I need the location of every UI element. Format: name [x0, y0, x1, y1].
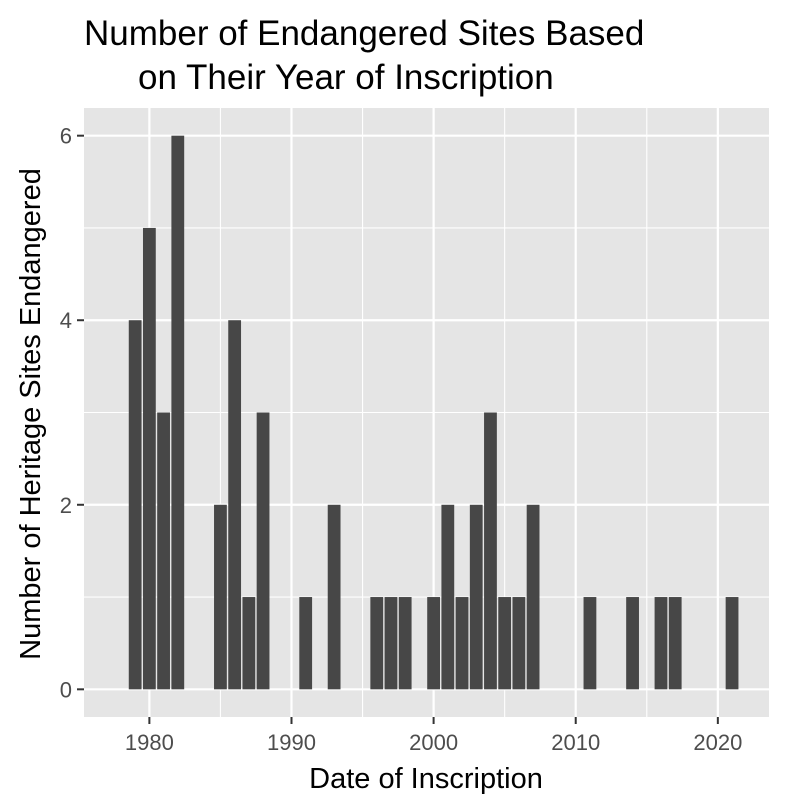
bar [370, 597, 384, 690]
bar [327, 504, 341, 690]
y-tick-label: 0 [60, 677, 72, 702]
bar [455, 597, 469, 690]
bar [484, 412, 497, 690]
bar [171, 135, 185, 690]
bar [626, 597, 639, 690]
x-tick-label: 2010 [551, 730, 600, 755]
bars [128, 135, 739, 690]
bar [725, 597, 739, 690]
bar [157, 412, 170, 690]
bar [242, 597, 256, 690]
bar [214, 504, 227, 690]
y-axis: 0 2 4 6 [60, 124, 84, 702]
x-tick-label: 2000 [409, 730, 458, 755]
bar [142, 227, 156, 690]
x-axis-label: Date of Inscription [309, 763, 543, 795]
bar [441, 504, 455, 690]
chart-title-line-1: Number of Endangered Sites Based [84, 14, 645, 53]
x-axis: 1980 1990 2000 2010 2020 [125, 717, 742, 755]
bar [512, 597, 526, 690]
x-tick-label: 1990 [267, 730, 316, 755]
bar [299, 597, 313, 690]
bar [654, 597, 668, 690]
bar [384, 597, 398, 690]
bar [256, 412, 270, 690]
y-axis-label: Number of Heritage Sites Endangered [15, 168, 47, 660]
y-tick-label: 2 [60, 493, 72, 518]
bar [398, 597, 412, 690]
bar [228, 320, 242, 690]
bar [128, 320, 142, 690]
bar [583, 597, 597, 690]
chart-title-line-2: on Their Year of Inscription [138, 58, 554, 97]
y-tick-label: 4 [60, 308, 72, 333]
x-tick-label: 2020 [693, 730, 742, 755]
bar [427, 597, 441, 690]
bar [668, 597, 682, 690]
y-tick-label: 6 [60, 124, 72, 149]
bar [526, 504, 540, 690]
x-tick-label: 1980 [125, 730, 174, 755]
bar [469, 504, 483, 690]
bar [498, 597, 512, 690]
